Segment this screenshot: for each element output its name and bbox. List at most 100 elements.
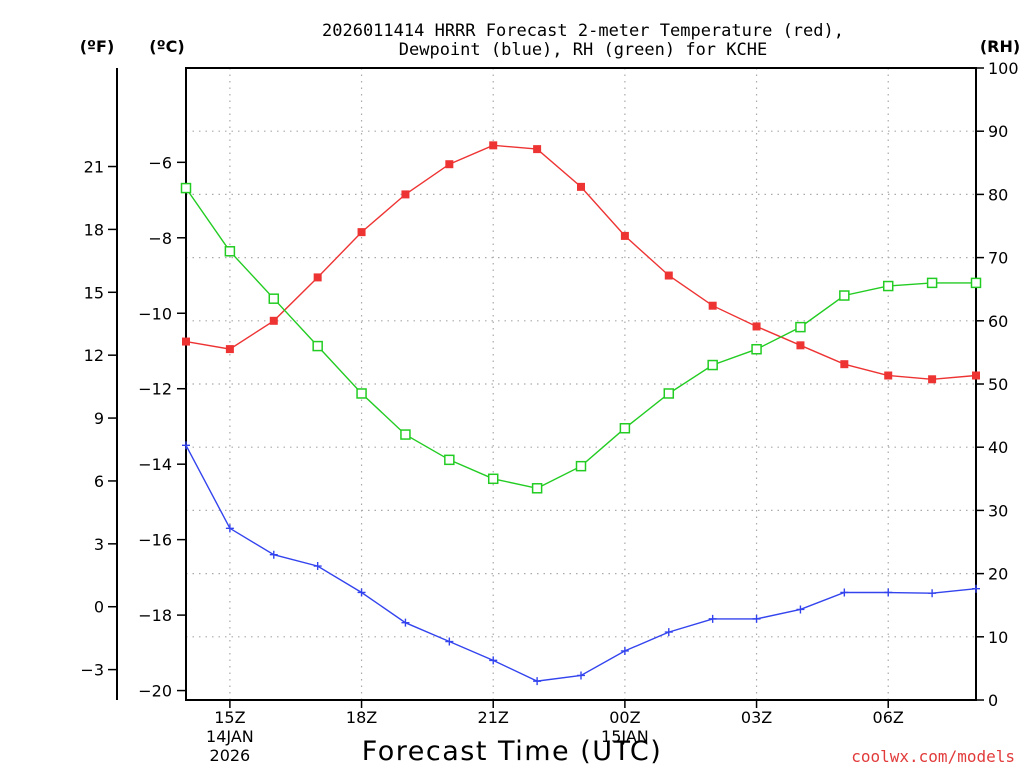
left-axis-unit-celsius: (ºC): [149, 37, 184, 56]
fahrenheit-tick-label: 9: [94, 409, 104, 428]
rh-marker: [312, 340, 323, 352]
temperature-marker: [972, 371, 980, 380]
temperature-marker: [401, 190, 410, 199]
series-layer: [180, 141, 982, 686]
x-tick-date-label: 14JAN: [206, 727, 254, 746]
fahrenheit-tick-label: 18: [84, 220, 104, 239]
temperature-marker: [840, 360, 849, 369]
fahrenheit-tick-label: −3: [80, 661, 104, 680]
temperature-line: [185, 144, 977, 381]
rh-tick-label: 70: [988, 249, 1008, 268]
fahrenheit-tick-label: 0: [94, 598, 104, 617]
rh-marker: [268, 293, 280, 304]
x-tick-label: 00Z: [609, 708, 640, 727]
dewpoint-marker: [225, 524, 234, 533]
x-tick-label: 15Z: [214, 708, 245, 727]
rh-tick-label: 30: [988, 501, 1008, 520]
dewpoint-marker: [489, 656, 498, 665]
temperature-marker: [752, 322, 761, 331]
temperature-marker: [269, 316, 278, 325]
rh-marker: [575, 460, 587, 472]
dewpoint-marker: [928, 589, 937, 598]
x-tick-label: 03Z: [741, 708, 772, 727]
chart-title-line2: Dewpoint (blue), RH (green) for KCHE: [399, 40, 767, 60]
temperature-marker: [445, 160, 454, 169]
rh-tick-label: 100: [988, 59, 1019, 78]
temperature-marker: [489, 141, 498, 150]
temperature-marker: [884, 371, 893, 380]
rh-marker: [663, 388, 675, 399]
dewpoint-marker: [401, 618, 410, 627]
rh-tick-label: 10: [988, 628, 1008, 647]
credit-text: coolwx.com/models: [851, 747, 1015, 766]
fahrenheit-tick-label: 15: [84, 283, 104, 302]
temperature-marker: [182, 337, 190, 346]
left-axis-unit-fahrenheit: (ºF): [80, 37, 115, 56]
celsius-tick-label: −20: [138, 682, 172, 701]
dewpoint-marker: [664, 628, 673, 637]
rh-tick-label: 60: [988, 312, 1008, 331]
rh-marker: [224, 246, 236, 257]
rh-tick-label: 80: [988, 185, 1008, 204]
dewpoint-marker: [533, 677, 542, 686]
temperature-marker: [928, 375, 937, 384]
chart-title-line1: 2026011414 HRRR Forecast 2-meter Tempera…: [322, 21, 844, 41]
x-tick-year-label: 2026: [210, 746, 251, 765]
right-axis-unit-rh: (RH): [980, 37, 1020, 56]
fahrenheit-tick-label: 21: [84, 158, 104, 177]
celsius-tick-label: −6: [148, 153, 172, 172]
celsius-tick-label: −12: [138, 380, 172, 399]
rh-tick-label: 90: [988, 122, 1008, 141]
temperature-marker: [313, 273, 322, 282]
rh-marker: [882, 280, 894, 292]
temperature-marker: [708, 301, 717, 310]
temperature-marker: [796, 341, 805, 350]
fahrenheit-tick-label: 6: [94, 472, 104, 491]
rh-tick-label: 50: [988, 375, 1008, 394]
dewpoint-marker: [313, 562, 322, 571]
temperature-marker: [357, 228, 366, 237]
rh-marker: [180, 182, 192, 194]
celsius-tick-label: −16: [138, 531, 172, 550]
dewpoint-marker: [357, 588, 366, 597]
rh-tick-label: 40: [988, 438, 1008, 457]
rh-marker: [926, 277, 938, 289]
rh-tick-label: 20: [988, 565, 1008, 584]
dewpoint-marker: [269, 550, 278, 559]
temperature-marker: [664, 271, 673, 280]
fahrenheit-tick-label: 3: [94, 535, 104, 554]
rh-marker: [707, 359, 718, 371]
temperature-marker: [620, 231, 629, 240]
celsius-tick-label: −10: [138, 304, 172, 323]
celsius-tick-label: −8: [148, 229, 172, 248]
celsius-tick-label: −14: [138, 455, 172, 474]
x-axis-title: Forecast Time (UTC): [362, 736, 663, 767]
dewpoint-line: [185, 444, 977, 682]
temperature-marker: [577, 182, 585, 191]
x-tick-date-label: 15JAN: [601, 727, 649, 746]
dewpoint-marker: [577, 671, 585, 680]
dewpoint-marker: [884, 588, 893, 597]
dewpoint-marker: [182, 441, 190, 450]
rh-marker: [839, 290, 850, 301]
dewpoint-marker: [796, 605, 805, 614]
rh-marker: [970, 277, 982, 289]
dewpoint-marker: [620, 646, 629, 655]
dewpoint-marker: [445, 637, 454, 646]
x-tick-label: 18Z: [346, 708, 377, 727]
grid-layer: [186, 68, 976, 700]
rh-marker: [356, 388, 367, 399]
rh-marker: [444, 454, 455, 466]
rh-marker: [531, 483, 543, 494]
temperature-marker: [533, 145, 542, 154]
x-tick-label: 06Z: [873, 708, 904, 727]
rh-marker: [795, 321, 806, 333]
x-tick-label: 21Z: [478, 708, 509, 727]
fahrenheit-tick-label: 12: [84, 346, 104, 365]
rh-line: [185, 187, 976, 490]
dewpoint-marker: [972, 584, 980, 593]
dewpoint-marker: [752, 614, 761, 623]
